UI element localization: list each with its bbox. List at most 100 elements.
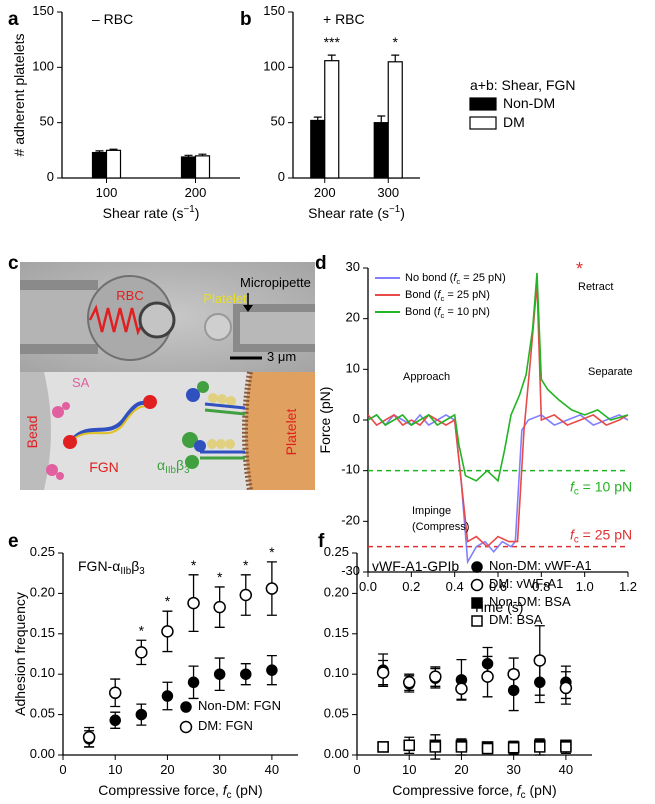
legend-label: DM: vWF-A1 [489,576,563,591]
chart-title: FGN-αIIbβ3 [78,558,145,577]
bar [310,119,326,179]
marker [455,682,468,695]
significance: * [139,622,145,638]
line [368,413,628,565]
marker [180,701,192,713]
x-tick-label: 10 [402,762,416,777]
x-tick-label: 20 [160,762,174,777]
x-tick-label: 0.0 [359,579,377,594]
marker [161,690,174,702]
y-tick-label: 50 [271,114,285,129]
reference-label: fc = 25 pN [570,526,632,545]
annotation: Approach [403,371,450,383]
significance: *** [324,34,341,50]
marker [213,668,226,680]
marker [471,597,483,609]
marker [240,668,252,680]
x-tick-label: 40 [559,762,573,777]
error-bar [313,116,322,121]
label: FGN [89,459,119,475]
x-tick-label: 200 [185,185,207,200]
y-tick-label: 0.05 [324,706,349,721]
marker [266,664,278,676]
marker [187,676,200,689]
y-tick-label: 0.25 [324,544,349,559]
integrin [182,381,246,469]
error-bar [184,154,193,157]
y-tick-label: -10 [341,462,360,477]
marker [135,646,148,659]
legend-title: a+b: Shear, FGN [470,77,575,93]
legend-label: Non-DM: vWF-A1 [489,558,592,573]
significance: * [243,557,249,573]
marker [402,676,416,689]
bar [105,149,122,179]
marker [455,741,468,753]
marker [470,578,484,592]
y-tick-label: 10 [346,361,360,376]
annotation: Retract [578,281,613,293]
y-axis-label: Force (pN) [317,387,333,454]
chart-title: vWF-A1-GPIb [372,558,459,574]
panel-label: c [8,253,19,274]
legend-label: Non-DM [503,95,555,111]
y-tick-label: 0 [47,169,54,184]
marker [429,670,442,683]
y-tick-label: 30 [346,259,360,274]
annotation: – RBC [92,11,133,27]
marker [507,667,520,681]
marker [239,588,253,602]
x-axis-label: Shear rate (s−1) [308,204,405,221]
x-tick-label: 100 [96,185,118,200]
label: SA [72,375,90,390]
bar [194,155,211,179]
marker [534,741,546,753]
panel-c: RBC Micropipette Platelet 3 μm SA Bead F… [8,253,315,491]
line [368,273,628,483]
legend-label: DM: FGN [198,718,253,733]
x-tick-label: 0 [353,762,360,777]
x-tick-label: 10 [108,762,122,777]
marker [559,681,573,695]
significance: * [191,557,197,573]
y-tick-label: 100 [32,59,54,74]
significance: * [393,34,399,50]
fgn-end [63,435,77,449]
significance: * [217,569,223,585]
significance: * [269,544,275,560]
marker [377,741,389,753]
bar [180,156,197,179]
marker [213,600,226,614]
x-tick-label: 0.6 [489,579,507,594]
bar [373,122,389,179]
bead-surface [20,372,51,490]
legend-label: DM: BSA [489,612,543,627]
y-tick-label: 0.20 [324,585,349,600]
marker [179,720,193,734]
marker [471,615,483,627]
legend-label: Bond (fc = 25 pN) [405,289,490,303]
y-tick-label: 0.20 [30,585,55,600]
bead [138,301,176,339]
membrane [242,371,253,491]
label: Platelet [203,291,247,306]
annotation: + RBC [323,11,365,27]
panel-label: b [240,9,252,30]
x-axis-label: Compressive force, fc (pN) [98,782,262,801]
legend-label: No bond (fc = 25 pN) [405,272,506,286]
y-tick-label: 150 [263,3,285,18]
marker [108,686,122,700]
marker [481,670,494,683]
error-bar [198,153,207,156]
panel-label: d [315,253,327,274]
bar [324,60,340,179]
x-tick-label: 20 [454,762,468,777]
marker [429,741,442,753]
y-tick-label: 0.15 [324,625,349,640]
panel-label: e [8,531,19,552]
legend-swatch [469,116,497,130]
panel-label: a [8,9,19,30]
y-tick-label: 0.00 [30,746,55,761]
legend-swatch [469,97,497,111]
line [368,283,628,548]
